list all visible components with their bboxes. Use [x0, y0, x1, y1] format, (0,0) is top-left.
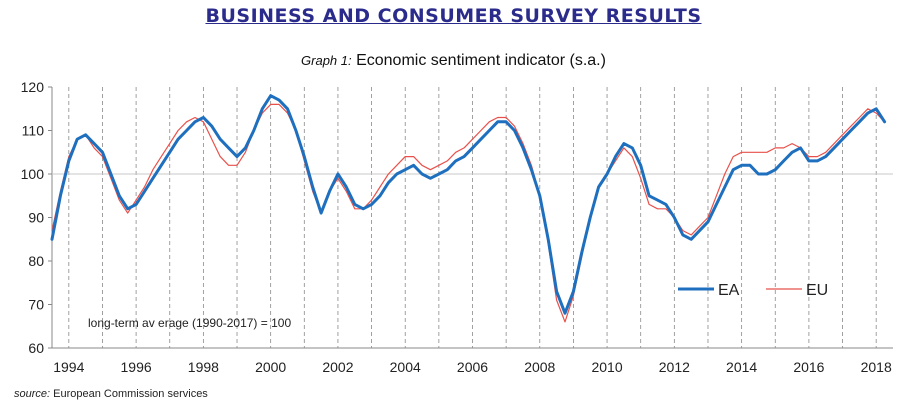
graph-label: Graph 1:: [301, 53, 352, 68]
y-tick-label-100: 100: [21, 166, 45, 182]
x-tick-label-2004: 2004: [390, 359, 421, 375]
annotation-long-term-average: long-term av erage (1990-2017) = 100: [88, 316, 291, 330]
y-tick-label-110: 110: [22, 123, 45, 139]
y-tick-label-60: 60: [28, 340, 44, 356]
source-text: European Commission services: [53, 388, 208, 400]
x-tick-label-2006: 2006: [457, 359, 488, 375]
graph-title: Graph 1: Economic sentiment indicator (s…: [0, 52, 907, 70]
x-tick-label-2012: 2012: [659, 359, 690, 375]
graph-title-text: Economic sentiment indicator (s.a.): [356, 52, 606, 69]
y-tick-label-90: 90: [28, 210, 44, 226]
y-tick-label-120: 120: [21, 79, 45, 95]
x-tick-label-2002: 2002: [322, 359, 353, 375]
y-tick-label-70: 70: [28, 297, 44, 313]
x-tick-label-1998: 1998: [188, 359, 219, 375]
x-tick-label-2010: 2010: [591, 359, 622, 375]
page-title-text: BUSINESS AND CONSUMER SURVEY RESULTS: [205, 5, 702, 27]
page-title: BUSINESS AND CONSUMER SURVEY RESULTS: [0, 5, 907, 27]
x-tick-label-2008: 2008: [524, 359, 555, 375]
x-tick-label-2018: 2018: [861, 359, 892, 375]
legend-label-eu: EU: [806, 282, 828, 299]
x-tick-label-2016: 2016: [793, 359, 824, 375]
series-line-ea: [50, 94, 887, 315]
series-line-eu: [51, 103, 886, 323]
source-note: source: European Commission services: [14, 388, 208, 400]
x-tick-label-1994: 1994: [53, 359, 84, 375]
x-tick-label-2000: 2000: [255, 359, 286, 375]
legend-label-ea: EA: [718, 282, 740, 299]
y-tick-label-80: 80: [28, 253, 44, 269]
x-tick-label-2014: 2014: [726, 359, 757, 375]
source-label: source:: [14, 388, 51, 400]
x-tick-label-1996: 1996: [121, 359, 152, 375]
